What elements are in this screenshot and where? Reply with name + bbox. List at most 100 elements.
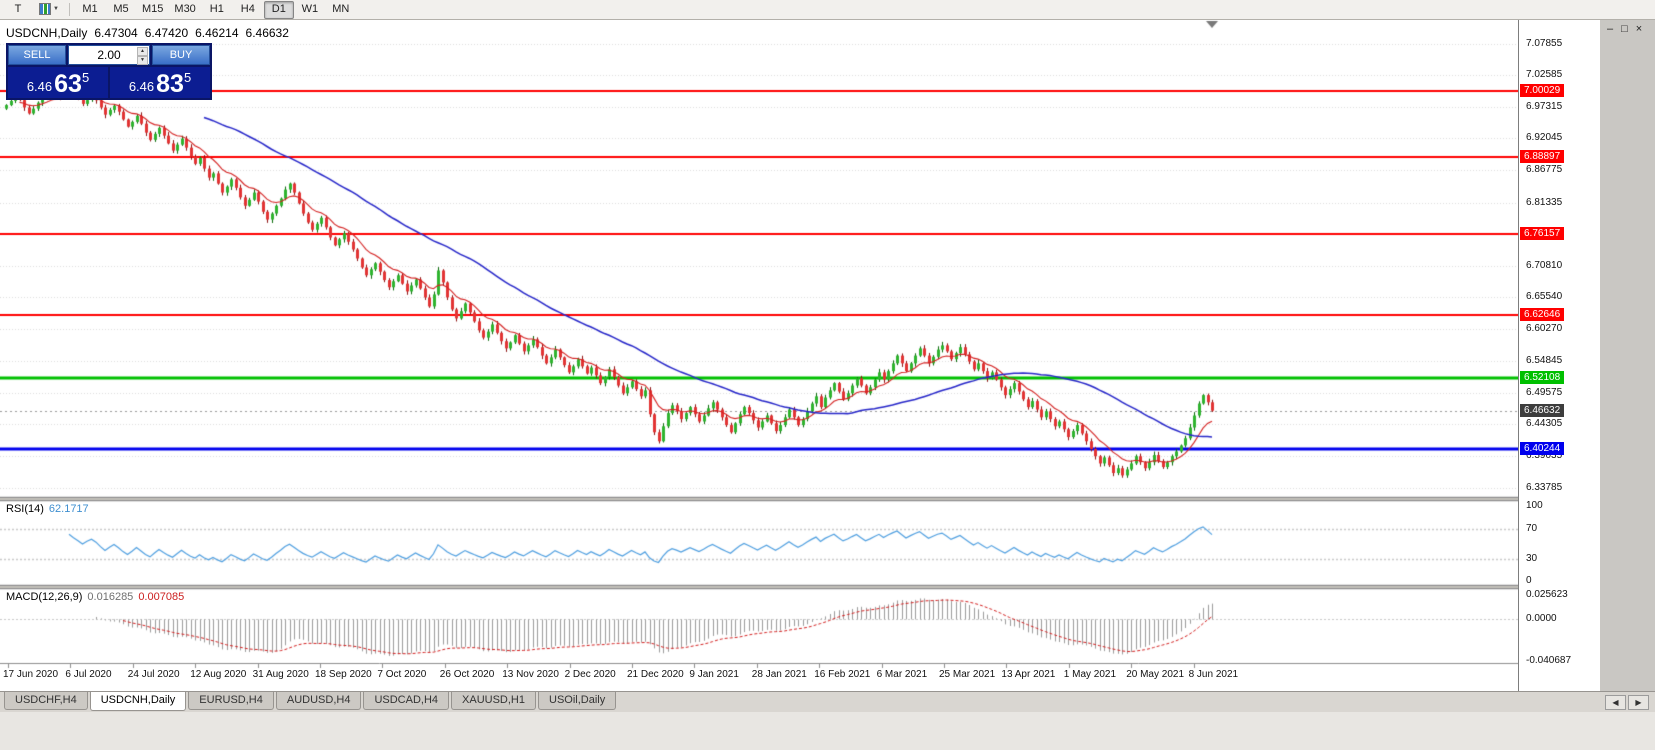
rsi-level-label: 70 (1526, 522, 1538, 534)
date-label: 21 Dec 2020 (627, 669, 684, 680)
price-scale-label: 6.60270 (1526, 322, 1563, 334)
buy-price-sup: 5 (183, 70, 192, 85)
date-label: 7 Oct 2020 (377, 669, 427, 680)
timeframe-h4[interactable]: H4 (240, 2, 255, 15)
timeframe-m30[interactable]: M30 (174, 2, 196, 15)
date-label: 16 Feb 2021 (814, 669, 871, 680)
date-label: 9 Jan 2021 (689, 669, 739, 680)
price-line-badge: 6.76157 (1520, 226, 1565, 240)
timeframe-mn[interactable]: MN (332, 2, 350, 15)
workspace-background (1600, 20, 1655, 691)
price-scale-label: 6.65540 (1526, 291, 1563, 303)
timeframe-m15[interactable]: M15 (142, 2, 164, 15)
price-line-badge: 6.62646 (1520, 307, 1565, 321)
buy-price-prefix: 6.46 (128, 79, 155, 94)
price-line-badge: 6.40244 (1520, 441, 1565, 455)
date-label: 13 Nov 2020 (502, 669, 559, 680)
volume-up-arrow-icon[interactable]: ▲ (137, 47, 148, 56)
volume-box: ▲ ▼ (68, 45, 161, 65)
price-scale-label: 6.54845 (1526, 355, 1563, 367)
price-chart-canvas[interactable] (0, 20, 1518, 691)
date-label: 24 Jul 2020 (127, 669, 180, 680)
tab-eurusd-h4[interactable]: EURUSD,H4 (188, 692, 274, 710)
price-line-badge: 6.52108 (1520, 370, 1565, 384)
date-label: 12 Aug 2020 (190, 669, 247, 680)
chart-tools-button[interactable]: ▼ (34, 1, 64, 19)
timeframe-d1[interactable]: D1 (263, 0, 294, 19)
rsi-indicator-label: RSI(14) 62.1717 (6, 503, 94, 515)
macd-level-label: 0.0000 (1526, 613, 1557, 625)
price-scale-label: 6.44305 (1526, 418, 1563, 430)
date-label: 8 Jun 2021 (1188, 669, 1239, 680)
templates-button[interactable]: T (14, 2, 22, 15)
price-scale-label: 6.49575 (1526, 386, 1563, 398)
buy-price-display: 6.46 83 5 (110, 67, 210, 98)
minimize-icon[interactable]: – (1607, 23, 1614, 35)
rsi-level-label: 0 (1526, 575, 1532, 586)
price-scale-label: 6.92045 (1526, 132, 1563, 144)
macd-signal-value: 0.007085 (138, 591, 185, 603)
volume-spinner: ▲ ▼ (137, 47, 148, 65)
date-label: 25 Mar 2021 (939, 669, 996, 680)
close-icon[interactable]: × (1635, 23, 1643, 35)
tab-usdcnh-daily[interactable]: USDCNH,Daily (89, 692, 187, 711)
date-label: 17 Jun 2020 (3, 669, 59, 680)
time-axis[interactable]: 17 Jun 2020 6 Jul 2020 24 Jul 2020 12 Aug 2… (0, 664, 1518, 690)
rsi-level-label: 100 (1526, 500, 1543, 511)
window-controls: – □ × (1607, 23, 1642, 35)
sell-price-display: 6.46 63 5 (8, 67, 108, 98)
volume-down-arrow-icon[interactable]: ▼ (137, 56, 148, 65)
date-label: 26 Oct 2020 (439, 669, 495, 680)
price-scale-label: 7.07855 (1526, 37, 1563, 49)
date-label: 28 Jan 2021 (751, 669, 807, 680)
price-scale-label: 6.39035 (1526, 450, 1563, 462)
timeframe-m1[interactable]: M1 (82, 2, 98, 15)
ohlc-low: 6.46214 (195, 26, 239, 40)
price-scale-label: 6.81335 (1526, 196, 1563, 208)
tab-usdchf-h4[interactable]: USDCHF,H4 (4, 692, 88, 710)
chart-tab-bar: USDCHF,H4 USDCNH,Daily EURUSD,H4 AUDUSD,… (0, 691, 1655, 712)
rsi-name: RSI(14) (6, 503, 44, 515)
ohlc-close: 6.46632 (245, 26, 289, 40)
rsi-value: 62.1717 (48, 503, 89, 515)
restore-icon[interactable]: □ (1621, 23, 1628, 35)
price-scale-label: 6.70810 (1526, 259, 1563, 271)
timeframe-m5[interactable]: M5 (113, 2, 129, 15)
tab-scroll-left-icon[interactable]: ◀ (1605, 695, 1626, 710)
price-line-badge: 6.88897 (1520, 150, 1565, 164)
tab-scroll-right-icon[interactable]: ▶ (1628, 695, 1649, 710)
sell-price-prefix: 6.46 (26, 79, 53, 94)
date-label: 13 Apr 2021 (1001, 669, 1056, 680)
rsi-level-label: 30 (1526, 552, 1538, 564)
ohlc-open: 6.47304 (94, 26, 138, 40)
sell-price-big: 63 (54, 70, 82, 98)
tab-usdcad-h4[interactable]: USDCAD,H4 (363, 692, 450, 710)
price-scale[interactable]: 7.07855 7.02585 6.97315 6.92045 6.86775 6.813… (1518, 20, 1600, 691)
tab-xauusd-h1[interactable]: XAUUSD,H1 (451, 692, 536, 710)
tab-usoil-daily[interactable]: USOil,Daily (538, 692, 617, 710)
chevron-down-icon: ▼ (53, 5, 59, 12)
date-label: 2 Dec 2020 (564, 669, 616, 680)
date-label: 31 Aug 2020 (252, 669, 309, 680)
chart-symbol-period: USDCNH,Daily (6, 26, 88, 40)
date-label: 1 May 2021 (1063, 669, 1117, 680)
chart-type-icon (39, 3, 52, 15)
date-label: 18 Sep 2020 (315, 669, 372, 680)
sell-button[interactable]: SELL (8, 45, 66, 65)
price-line-badge: 7.00029 (1520, 83, 1565, 97)
ohlc-high: 6.47420 (144, 26, 189, 40)
one-click-trading-panel: SELL ▲ ▼ BUY 6.46 63 5 6.46 83 5 (6, 43, 212, 100)
buy-price-big: 83 (156, 70, 184, 98)
price-scale-label: 6.33785 (1526, 481, 1563, 493)
macd-level-label: -0.040687 (1526, 654, 1572, 666)
tab-audusd-h4[interactable]: AUDUSD,H4 (275, 692, 362, 710)
price-scale-label: 6.97315 (1526, 100, 1563, 112)
macd-level-label: 0.025623 (1526, 589, 1568, 600)
macd-indicator-label: MACD(12,26,9) 0.016285 0.007085 (6, 591, 189, 603)
timeframe-w1[interactable]: W1 (301, 2, 319, 15)
price-scale-label: 6.86775 (1526, 163, 1563, 175)
date-label: 6 Mar 2021 (876, 669, 928, 680)
date-label: 6 Jul 2020 (65, 669, 112, 680)
macd-name: MACD(12,26,9) (6, 591, 83, 603)
timeframe-h1[interactable]: H1 (209, 2, 224, 15)
